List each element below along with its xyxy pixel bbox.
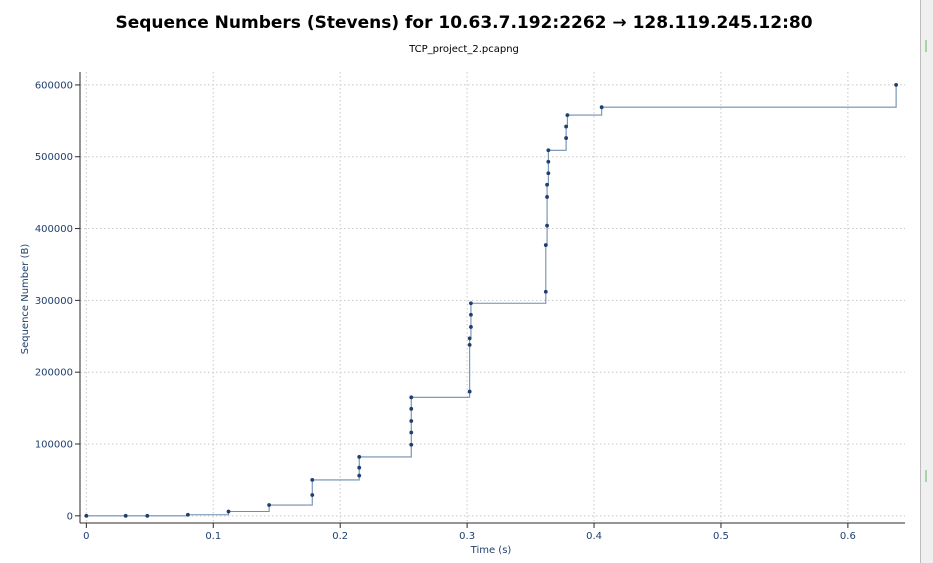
data-point: [467, 389, 472, 394]
axes-layer: [79, 72, 905, 524]
data-point: [467, 336, 472, 341]
y-axis-label: Sequence Number (B): [20, 244, 31, 355]
data-point: [145, 513, 150, 518]
data-point: [226, 509, 231, 514]
data-point: [546, 159, 551, 164]
data-point: [310, 493, 315, 497]
chart-subtitle: TCP_project_2.pcapng: [408, 44, 519, 55]
window-edge-strip: [920, 0, 933, 563]
x-tick-label: 0.6: [840, 531, 856, 542]
data-point: [469, 312, 473, 317]
x-tick-label: 0.3: [459, 531, 475, 542]
data-point: [599, 105, 604, 110]
data-point: [545, 195, 549, 199]
data-point: [123, 513, 128, 518]
data-point: [543, 289, 548, 294]
data-point: [469, 301, 473, 306]
x-tick-label: 0.1: [205, 531, 221, 542]
ticks-layer: 0 0.1 0.2 0.3 0.4 0.5 0.6 0 100000 200000 300000 40…: [35, 80, 856, 542]
y-tick-label: 200000: [35, 368, 73, 379]
data-point: [543, 243, 548, 247]
grid-layer: [80, 72, 905, 523]
data-point: [564, 136, 569, 140]
data-point: [564, 124, 569, 129]
y-tick-label: 0: [67, 511, 73, 522]
data-point: [357, 455, 362, 459]
x-axis-label: Time (s): [470, 545, 512, 556]
data-point: [894, 83, 899, 87]
data-point: [469, 325, 473, 329]
data-point: [545, 182, 549, 187]
y-tick-label: 500000: [35, 152, 73, 163]
data-point: [409, 395, 414, 400]
series-layer: [84, 83, 899, 518]
data-point: [357, 473, 362, 478]
y-tick-label: 600000: [35, 80, 73, 91]
x-tick-label: 0.5: [713, 531, 729, 542]
data-point: [409, 419, 414, 423]
x-tick-label: 0.2: [332, 531, 348, 542]
data-point: [409, 430, 414, 435]
right-edge-panel: [920, 0, 933, 563]
data-point: [467, 342, 472, 347]
data-point: [84, 513, 89, 518]
x-tick-label: 0: [83, 531, 89, 542]
data-point: [357, 465, 362, 470]
y-tick-label: 400000: [35, 224, 73, 235]
data-point: [409, 406, 414, 411]
y-tick-label: 300000: [35, 296, 73, 307]
data-point: [267, 503, 272, 507]
sequence-step-line: [86, 84, 897, 517]
chart-title: Sequence Numbers (Stevens) for 10.63.7.1…: [115, 13, 812, 33]
data-point: [546, 171, 551, 176]
x-tick-label: 0.4: [586, 531, 602, 542]
data-point: [546, 148, 551, 153]
data-point: [565, 113, 570, 117]
data-point: [185, 512, 190, 517]
data-point: [310, 478, 315, 482]
data-point: [409, 442, 414, 447]
data-point: [545, 223, 549, 228]
y-tick-label: 100000: [35, 440, 73, 451]
